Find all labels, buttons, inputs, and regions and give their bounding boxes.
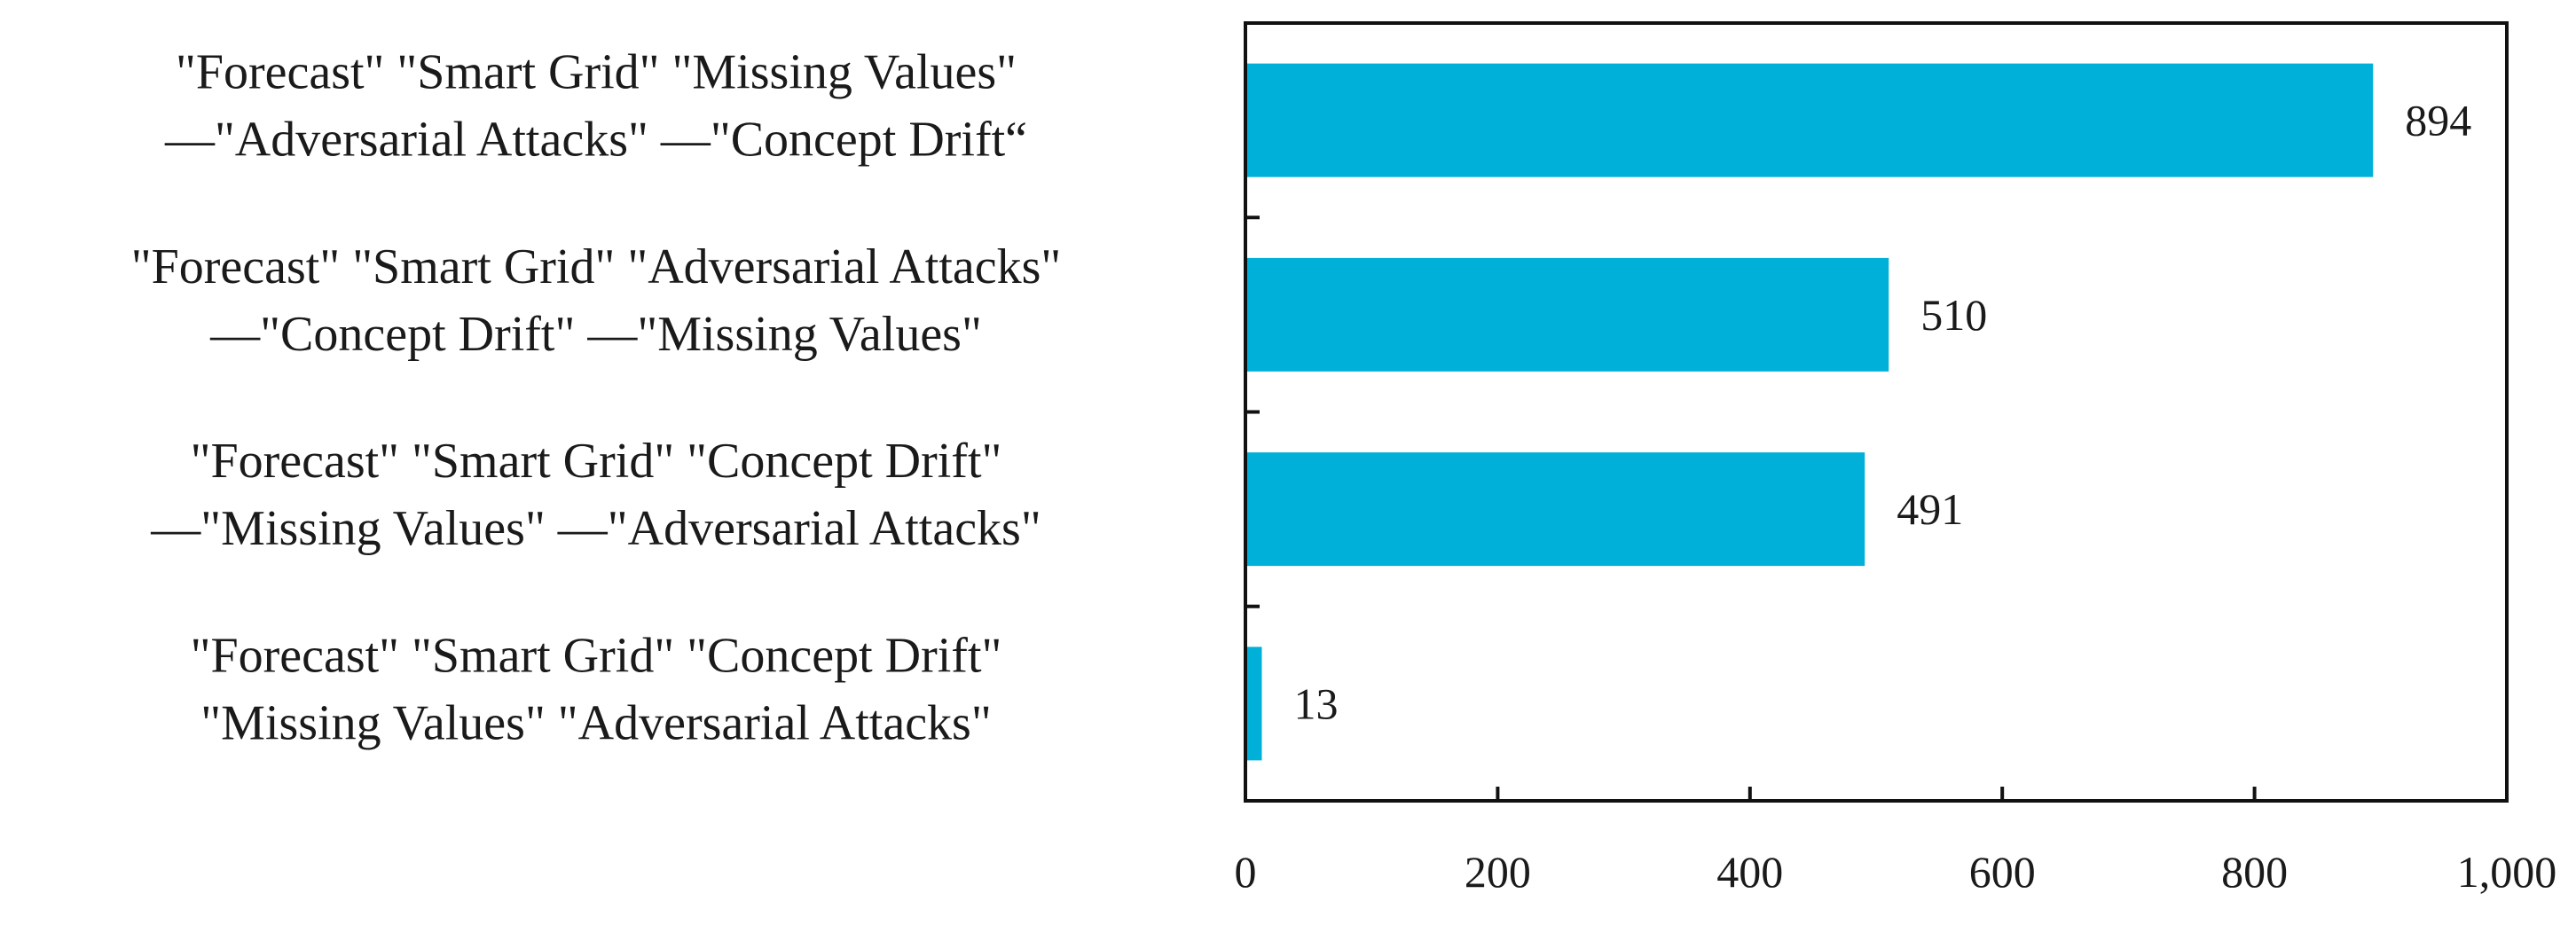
bar bbox=[1245, 452, 1865, 567]
x-tick-label: 0 bbox=[1235, 847, 1257, 897]
data-label: 894 bbox=[2405, 96, 2471, 145]
bars bbox=[1245, 63, 2374, 761]
bar bbox=[1245, 63, 2374, 177]
category-label: "Forecast" "Smart Grid" "Concept Drift" bbox=[191, 434, 1002, 489]
data-label: 491 bbox=[1897, 484, 1963, 534]
axes bbox=[1244, 21, 2509, 803]
x-tick-label: 600 bbox=[1969, 847, 2036, 897]
category-label: "Forecast" "Smart Grid" "Adversarial Att… bbox=[131, 239, 1061, 294]
category-label: —"Missing Values" —"Adversarial Attacks" bbox=[150, 501, 1041, 556]
x-tick-label: 1,000 bbox=[2457, 847, 2557, 897]
x-tick-label: 400 bbox=[1716, 847, 1783, 897]
category-label: "Forecast" "Smart Grid" "Concept Drift" bbox=[191, 628, 1002, 683]
category-label: —"Adversarial Attacks" —"Concept Drift“ bbox=[164, 113, 1027, 168]
data-label: 510 bbox=[1920, 290, 1987, 340]
category-label: "Missing Values" "Adversarial Attacks" bbox=[200, 695, 991, 750]
labels: 0 200 400 600 800 1,000 894 "Forecast" "Smart G… bbox=[131, 45, 2556, 897]
x-tick-label: 200 bbox=[1465, 847, 1531, 897]
x-tick-label: 800 bbox=[2221, 847, 2288, 897]
data-label: 13 bbox=[1293, 678, 1338, 728]
bar bbox=[1245, 647, 1262, 761]
bar bbox=[1245, 257, 1889, 372]
category-label: "Forecast" "Smart Grid" "Missing Values" bbox=[176, 45, 1017, 100]
category-label: —"Concept Drift" —"Missing Values" bbox=[209, 307, 982, 362]
